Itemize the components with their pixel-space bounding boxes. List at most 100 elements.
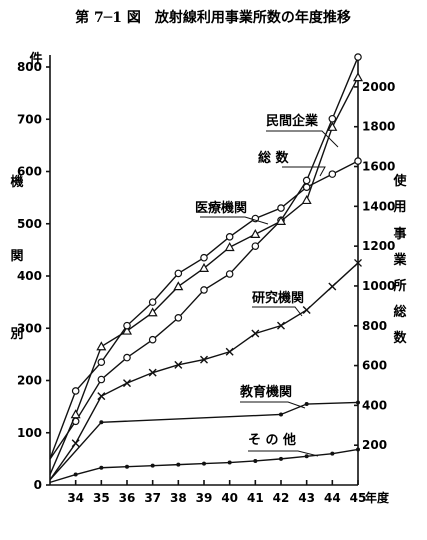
right-tick-label: 1400: [362, 199, 395, 213]
left-tick-label: 600: [17, 165, 42, 179]
right-tick-label: 1600: [362, 160, 395, 174]
data-point: [99, 420, 104, 425]
data-point: [354, 258, 362, 267]
data-point: [176, 462, 181, 467]
right-tick-label: 600: [362, 359, 387, 373]
series-label-leader: [248, 450, 319, 457]
data-point: [148, 335, 157, 344]
data-point: [71, 439, 80, 448]
data-point: [354, 53, 362, 61]
data-point: [123, 379, 131, 388]
x-axis-unit: 年度: [365, 490, 390, 505]
right-tick-label: 800: [362, 319, 387, 333]
x-tick-label: 39: [196, 491, 213, 505]
data-point: [224, 242, 235, 252]
right-axis-label-char: 用: [392, 200, 406, 215]
right-tick-label: 1800: [362, 120, 395, 134]
x-tick-label: 38: [170, 491, 187, 505]
data-point: [123, 353, 131, 362]
data-point: [225, 347, 234, 356]
data-point: [356, 447, 360, 452]
data-point: [279, 412, 283, 417]
data-point: [202, 461, 206, 466]
data-point: [225, 233, 234, 241]
series-line-4: [49, 401, 359, 481]
data-point: [352, 72, 364, 82]
data-point: [173, 281, 184, 291]
series-label-leader: [200, 216, 269, 225]
data-point: [330, 451, 335, 456]
data-point: [304, 402, 309, 407]
right-axis-label-char: 業: [392, 252, 407, 268]
data-point: [125, 464, 129, 469]
x-tick-label: 44: [324, 491, 341, 505]
data-point: [174, 360, 183, 369]
data-point: [227, 460, 232, 465]
data-point: [198, 262, 210, 272]
series-line-1: [49, 77, 359, 475]
data-point: [200, 286, 208, 294]
data-point: [73, 472, 78, 477]
data-point: [148, 368, 157, 377]
data-point: [301, 195, 312, 205]
x-tick-label: 45: [350, 491, 367, 505]
data-point: [328, 170, 337, 178]
series-lines: [49, 53, 364, 484]
x-tick-label: 37: [144, 491, 161, 505]
left-tick-label: 400: [17, 269, 42, 283]
data-point: [148, 298, 157, 306]
right-axis-label-char: 事: [393, 226, 406, 242]
x-tick-label: 40: [221, 491, 238, 505]
series-label: 民間企業: [266, 113, 319, 129]
left-tick-label: 800: [17, 60, 42, 74]
data-point: [302, 305, 311, 314]
left-tick-label: 500: [17, 217, 42, 231]
x-tick-label: 36: [119, 491, 136, 505]
left-tick-label: 200: [17, 374, 42, 388]
data-point: [328, 282, 337, 291]
right-tick-label: 400: [362, 398, 387, 412]
data-point: [174, 313, 183, 322]
left-axis-unit: 件: [29, 51, 42, 67]
data-point: [121, 325, 133, 335]
data-point: [277, 321, 285, 330]
series-label: 研究機関: [252, 290, 304, 306]
data-point: [97, 375, 106, 384]
left-tick-label: 0: [34, 478, 42, 492]
left-axis-ticks: 0 100 200 300 400 500 600 700 800: [17, 60, 50, 492]
data-point: [253, 458, 258, 463]
series-label: 教育機関: [239, 384, 292, 400]
data-point: [250, 228, 261, 238]
right-axis-label-char: 数: [393, 330, 407, 346]
right-axis-ticks: 200 400 600 800 1000 1200 1400 1600 1800 2000: [354, 80, 395, 452]
x-tick-label: 41: [247, 491, 264, 505]
series-line-3: [49, 262, 359, 481]
data-point: [200, 355, 208, 364]
data-point: [123, 321, 131, 330]
data-point: [225, 270, 234, 278]
data-point: [147, 307, 158, 317]
data-point: [150, 463, 155, 468]
left-tick-label: 300: [17, 321, 42, 335]
right-axis-label-char: 所: [393, 278, 406, 294]
right-tick-label: 1200: [362, 239, 395, 253]
data-point: [277, 204, 285, 212]
data-point: [71, 387, 80, 395]
series-label-leader: [266, 130, 339, 148]
series-label: 総 数: [258, 150, 290, 166]
x-tick-label: 42: [273, 491, 290, 505]
x-tick-label: 43: [298, 491, 315, 505]
left-axis-label-char: 関: [10, 249, 23, 264]
data-point: [99, 465, 104, 470]
x-tick-label: 35: [93, 491, 110, 505]
series-label-leader: [240, 401, 306, 409]
data-point: [251, 242, 260, 250]
data-point: [70, 409, 81, 419]
data-point: [302, 183, 311, 191]
left-tick-label: 100: [17, 426, 42, 440]
right-tick-label: 1000: [362, 279, 395, 293]
